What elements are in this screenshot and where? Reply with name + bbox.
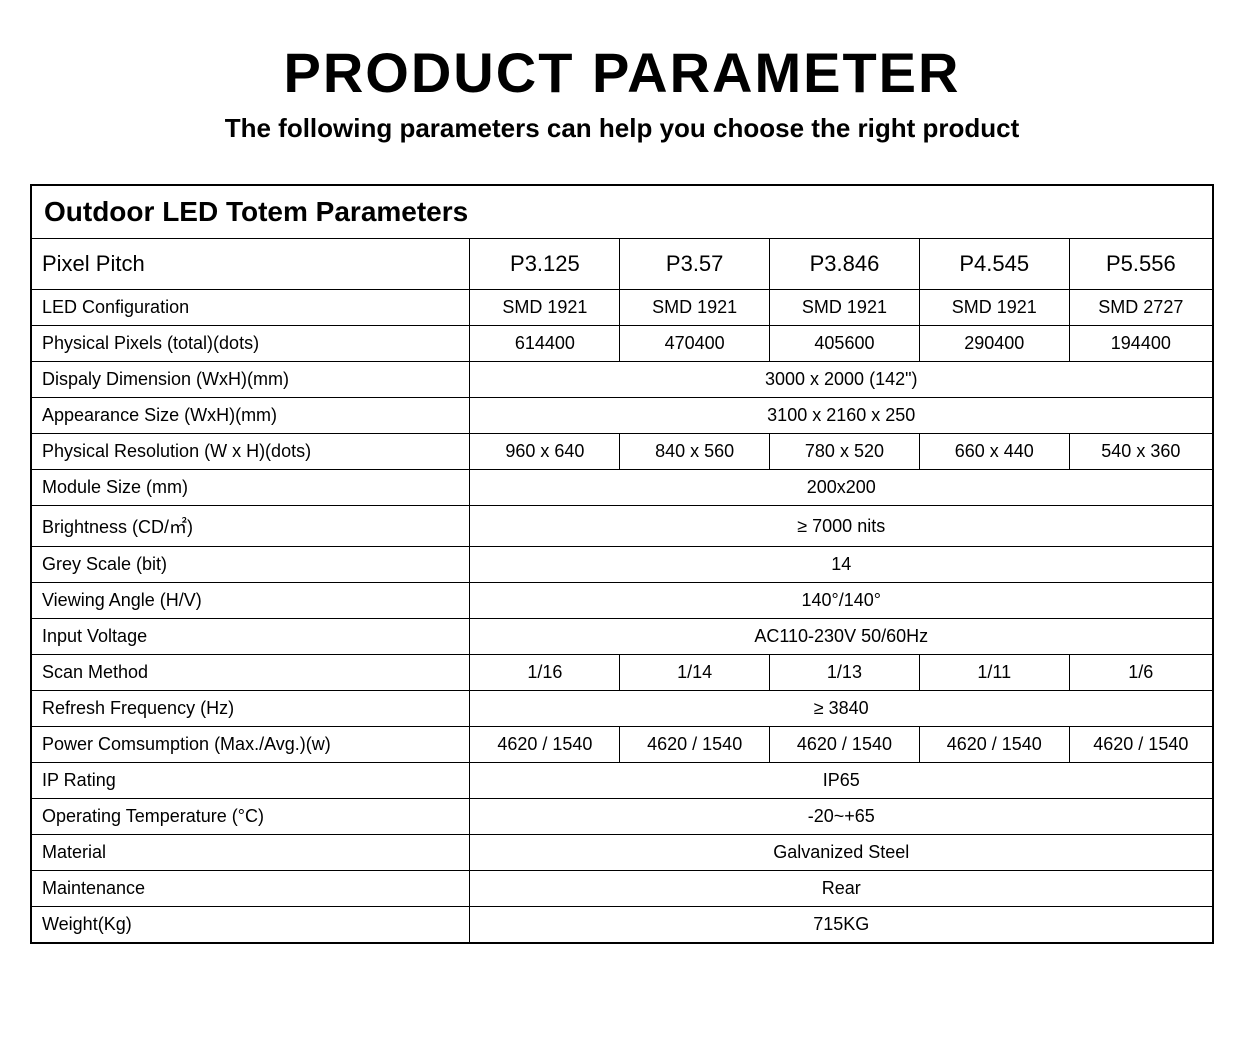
- row-value: 1/14: [620, 655, 770, 691]
- row-value: 4620 / 1540: [470, 727, 620, 763]
- table-row: LED ConfigurationSMD 1921SMD 1921SMD 192…: [31, 290, 1213, 326]
- row-label: Pixel Pitch: [31, 239, 470, 290]
- table-row: Scan Method1/161/141/131/111/6: [31, 655, 1213, 691]
- row-value-merged: AC110-230V 50/60Hz: [470, 619, 1213, 655]
- row-value: SMD 2727: [1069, 290, 1213, 326]
- row-value: 1/16: [470, 655, 620, 691]
- row-value: P3.125: [470, 239, 620, 290]
- table-row: Physical Resolution (W x H)(dots)960 x 6…: [31, 434, 1213, 470]
- row-label: Appearance Size (WxH)(mm): [31, 398, 470, 434]
- table-row: Dispaly Dimension (WxH)(mm)3000 x 2000 (…: [31, 362, 1213, 398]
- row-value-merged: 715KG: [470, 907, 1213, 944]
- row-value: 1/11: [919, 655, 1069, 691]
- row-label: Scan Method: [31, 655, 470, 691]
- row-value: 290400: [919, 326, 1069, 362]
- row-value: 4620 / 1540: [770, 727, 920, 763]
- table-row: Input VoltageAC110-230V 50/60Hz: [31, 619, 1213, 655]
- row-value-merged: 3000 x 2000 (142"): [470, 362, 1213, 398]
- row-value: SMD 1921: [770, 290, 920, 326]
- row-label: Dispaly Dimension (WxH)(mm): [31, 362, 470, 398]
- table-row: MaintenanceRear: [31, 871, 1213, 907]
- row-value: P3.57: [620, 239, 770, 290]
- table-row: Grey Scale (bit)14: [31, 547, 1213, 583]
- row-label: Physical Resolution (W x H)(dots): [31, 434, 470, 470]
- table-row: Viewing Angle (H/V)140°/140°: [31, 583, 1213, 619]
- parameters-table: Outdoor LED Totem ParametersPixel PitchP…: [30, 184, 1214, 944]
- row-value: 960 x 640: [470, 434, 620, 470]
- row-value-merged: 3100 x 2160 x 250: [470, 398, 1213, 434]
- row-value-merged: ≥ 7000 nits: [470, 506, 1213, 547]
- row-label: Brightness (CD/㎡): [31, 506, 470, 547]
- row-label: Operating Temperature (°C): [31, 799, 470, 835]
- row-value: SMD 1921: [620, 290, 770, 326]
- row-label: IP Rating: [31, 763, 470, 799]
- table-row: Appearance Size (WxH)(mm)3100 x 2160 x 2…: [31, 398, 1213, 434]
- table-row: Pixel PitchP3.125P3.57P3.846P4.545P5.556: [31, 239, 1213, 290]
- row-value-merged: 140°/140°: [470, 583, 1213, 619]
- row-value-merged: 200x200: [470, 470, 1213, 506]
- table-row: Operating Temperature (°C)-20~+65: [31, 799, 1213, 835]
- row-value: 614400: [470, 326, 620, 362]
- row-value: 470400: [620, 326, 770, 362]
- table-row: IP RatingIP65: [31, 763, 1213, 799]
- row-value: P4.545: [919, 239, 1069, 290]
- row-label: Refresh Frequency (Hz): [31, 691, 470, 727]
- table-row: Module Size (mm)200x200: [31, 470, 1213, 506]
- table-row: Power Comsumption (Max./Avg.)(w)4620 / 1…: [31, 727, 1213, 763]
- page-title: PRODUCT PARAMETER: [30, 40, 1214, 105]
- table-title: Outdoor LED Totem Parameters: [31, 185, 1213, 239]
- table-row: MaterialGalvanized Steel: [31, 835, 1213, 871]
- row-value: 4620 / 1540: [1069, 727, 1213, 763]
- row-value: SMD 1921: [470, 290, 620, 326]
- table-row: Weight(Kg)715KG: [31, 907, 1213, 944]
- table-row: Brightness (CD/㎡)≥ 7000 nits: [31, 506, 1213, 547]
- row-label: LED Configuration: [31, 290, 470, 326]
- row-value-merged: -20~+65: [470, 799, 1213, 835]
- row-value-merged: ≥ 3840: [470, 691, 1213, 727]
- row-label: Weight(Kg): [31, 907, 470, 944]
- row-label: Module Size (mm): [31, 470, 470, 506]
- table-row: Refresh Frequency (Hz)≥ 3840: [31, 691, 1213, 727]
- row-value: 4620 / 1540: [620, 727, 770, 763]
- row-value: P5.556: [1069, 239, 1213, 290]
- page-subtitle: The following parameters can help you ch…: [30, 113, 1214, 144]
- row-value: P3.846: [770, 239, 920, 290]
- row-value: 405600: [770, 326, 920, 362]
- row-label: Material: [31, 835, 470, 871]
- row-value: 1/13: [770, 655, 920, 691]
- row-label: Grey Scale (bit): [31, 547, 470, 583]
- row-label: Maintenance: [31, 871, 470, 907]
- row-value: 4620 / 1540: [919, 727, 1069, 763]
- row-label: Viewing Angle (H/V): [31, 583, 470, 619]
- row-value: SMD 1921: [919, 290, 1069, 326]
- row-value-merged: 14: [470, 547, 1213, 583]
- row-value: 540 x 360: [1069, 434, 1213, 470]
- row-value-merged: Galvanized Steel: [470, 835, 1213, 871]
- row-value: 660 x 440: [919, 434, 1069, 470]
- row-value-merged: Rear: [470, 871, 1213, 907]
- row-value: 780 x 520: [770, 434, 920, 470]
- table-row: Physical Pixels (total)(dots)61440047040…: [31, 326, 1213, 362]
- row-value: 1/6: [1069, 655, 1213, 691]
- row-label: Input Voltage: [31, 619, 470, 655]
- header: PRODUCT PARAMETER The following paramete…: [30, 40, 1214, 144]
- row-value: 194400: [1069, 326, 1213, 362]
- row-label: Power Comsumption (Max./Avg.)(w): [31, 727, 470, 763]
- row-value: 840 x 560: [620, 434, 770, 470]
- row-value-merged: IP65: [470, 763, 1213, 799]
- row-label: Physical Pixels (total)(dots): [31, 326, 470, 362]
